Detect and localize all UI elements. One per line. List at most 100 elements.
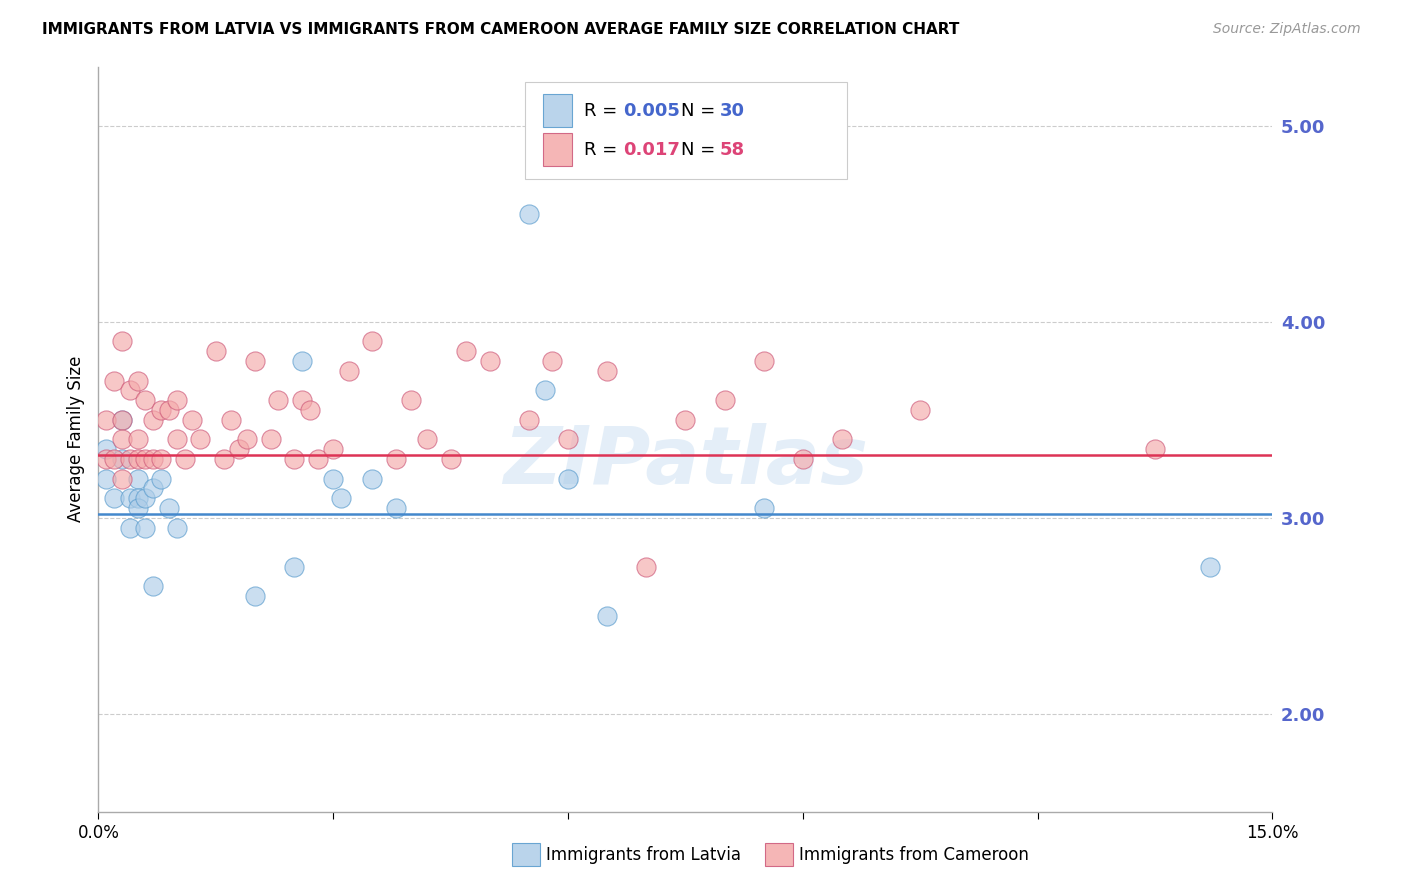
Text: 0.017: 0.017 <box>623 141 681 159</box>
Point <box>283 559 305 574</box>
Point <box>166 393 188 408</box>
Point <box>134 393 156 408</box>
Point <box>96 413 118 427</box>
Point <box>228 442 250 456</box>
Point <box>111 334 134 349</box>
Point <box>385 500 408 515</box>
Text: Immigrants from Cameroon: Immigrants from Cameroon <box>799 846 1028 863</box>
Text: IMMIGRANTS FROM LATVIA VS IMMIGRANTS FROM CAMEROON AVERAGE FAMILY SIZE CORRELATI: IMMIGRANTS FROM LATVIA VS IMMIGRANTS FRO… <box>42 22 959 37</box>
Point <box>118 491 141 505</box>
Point <box>307 451 329 466</box>
Point <box>416 433 439 447</box>
Point <box>111 471 134 485</box>
Point <box>134 491 156 505</box>
Point <box>298 403 321 417</box>
Point <box>103 491 125 505</box>
Point <box>127 433 149 447</box>
Point <box>596 364 619 378</box>
Point <box>401 393 423 408</box>
Point <box>111 433 134 447</box>
Point <box>212 451 235 466</box>
Point <box>385 451 408 466</box>
Text: Source: ZipAtlas.com: Source: ZipAtlas.com <box>1213 22 1361 37</box>
Point <box>150 451 173 466</box>
Point <box>478 354 501 368</box>
Point <box>157 500 180 515</box>
Point <box>134 520 156 534</box>
Text: N =: N = <box>681 102 721 120</box>
Text: N =: N = <box>681 141 721 159</box>
Text: Immigrants from Latvia: Immigrants from Latvia <box>546 846 741 863</box>
Point <box>517 413 540 427</box>
Point <box>243 354 266 368</box>
Point <box>283 451 305 466</box>
Point <box>517 207 540 221</box>
Point <box>142 413 165 427</box>
Point <box>188 433 211 447</box>
Point <box>1198 559 1220 574</box>
Point <box>533 384 555 398</box>
Point <box>127 471 149 485</box>
Text: R =: R = <box>585 141 623 159</box>
Point <box>910 403 932 417</box>
Point <box>267 393 290 408</box>
Point <box>456 344 478 359</box>
Point <box>361 334 384 349</box>
Y-axis label: Average Family Size: Average Family Size <box>66 356 84 523</box>
Point <box>205 344 228 359</box>
Point <box>142 579 165 593</box>
Point <box>291 354 314 368</box>
Point <box>361 471 384 485</box>
Point <box>142 481 165 495</box>
Point <box>259 433 281 447</box>
Point <box>166 520 188 534</box>
Point <box>322 471 344 485</box>
Point <box>127 491 149 505</box>
Point <box>127 500 149 515</box>
FancyBboxPatch shape <box>524 82 848 178</box>
Point <box>236 433 259 447</box>
Point <box>96 451 118 466</box>
Point <box>127 374 149 388</box>
Point <box>1144 442 1167 456</box>
Point <box>111 413 134 427</box>
Point <box>596 608 619 623</box>
Point <box>221 413 243 427</box>
Point <box>173 451 195 466</box>
Point <box>118 451 141 466</box>
Text: ZIPatlas: ZIPatlas <box>503 423 868 500</box>
Point <box>636 559 658 574</box>
Point <box>557 471 579 485</box>
Point <box>713 393 735 408</box>
Point <box>142 451 165 466</box>
Point <box>291 393 314 408</box>
Point <box>127 451 149 466</box>
Point <box>150 403 173 417</box>
Point <box>103 374 125 388</box>
Point <box>166 433 188 447</box>
Point <box>337 364 360 378</box>
Text: 30: 30 <box>720 102 744 120</box>
Point <box>118 384 141 398</box>
Point <box>103 451 125 466</box>
Point <box>96 442 118 456</box>
Point <box>118 520 141 534</box>
Text: 0.005: 0.005 <box>623 102 681 120</box>
FancyBboxPatch shape <box>543 134 572 166</box>
Text: R =: R = <box>585 102 623 120</box>
Point <box>541 354 564 368</box>
Point <box>322 442 344 456</box>
Point <box>111 413 134 427</box>
Point <box>752 354 775 368</box>
Point <box>792 451 814 466</box>
FancyBboxPatch shape <box>543 95 572 127</box>
Point <box>111 451 134 466</box>
Text: 58: 58 <box>720 141 745 159</box>
Point <box>752 500 775 515</box>
Point <box>150 471 173 485</box>
Point <box>831 433 853 447</box>
Point <box>330 491 353 505</box>
Point <box>96 471 118 485</box>
Point <box>243 589 266 603</box>
Point <box>157 403 180 417</box>
